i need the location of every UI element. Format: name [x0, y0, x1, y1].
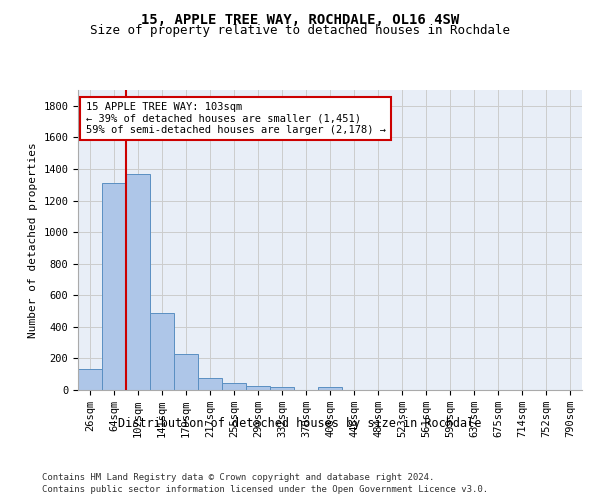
Bar — [198, 378, 222, 390]
Text: 15, APPLE TREE WAY, ROCHDALE, OL16 4SW: 15, APPLE TREE WAY, ROCHDALE, OL16 4SW — [141, 12, 459, 26]
Bar — [222, 383, 246, 390]
Text: 15 APPLE TREE WAY: 103sqm
← 39% of detached houses are smaller (1,451)
59% of se: 15 APPLE TREE WAY: 103sqm ← 39% of detac… — [86, 102, 386, 135]
Text: Distribution of detached houses by size in Rochdale: Distribution of detached houses by size … — [118, 418, 482, 430]
Bar — [150, 312, 174, 390]
Bar — [126, 174, 150, 390]
Text: Contains public sector information licensed under the Open Government Licence v3: Contains public sector information licen… — [42, 485, 488, 494]
Bar — [78, 368, 102, 390]
Bar — [246, 386, 270, 390]
Y-axis label: Number of detached properties: Number of detached properties — [28, 142, 38, 338]
Text: Contains HM Land Registry data © Crown copyright and database right 2024.: Contains HM Land Registry data © Crown c… — [42, 472, 434, 482]
Bar — [270, 387, 294, 390]
Bar — [318, 387, 342, 390]
Bar — [174, 354, 198, 390]
Bar — [102, 183, 126, 390]
Text: Size of property relative to detached houses in Rochdale: Size of property relative to detached ho… — [90, 24, 510, 37]
